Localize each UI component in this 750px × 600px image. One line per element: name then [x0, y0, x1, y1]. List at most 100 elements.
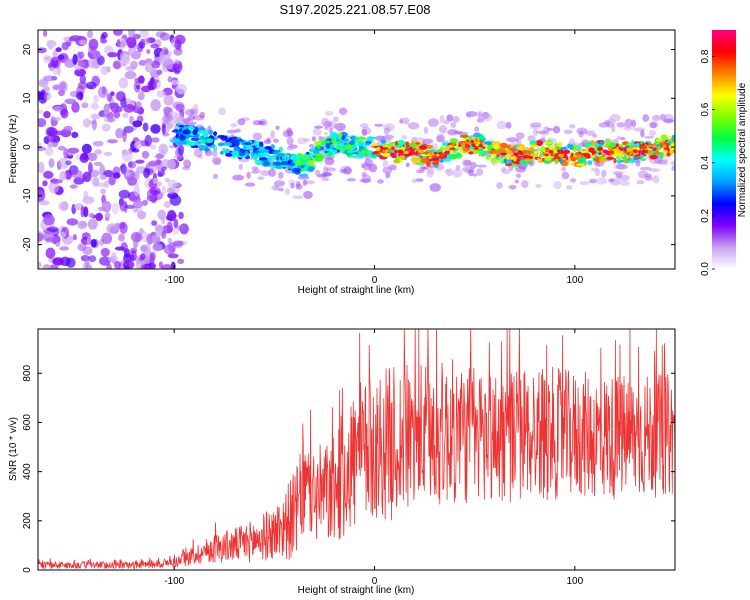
spectrogram-image — [38, 30, 675, 269]
spectrogram-cell — [401, 135, 408, 140]
snr-series-line — [38, 329, 675, 570]
spectrogram-cell — [80, 205, 85, 218]
spectrogram-cell — [100, 188, 107, 195]
spectrogram-cell — [544, 153, 549, 157]
spectrogram-cell — [177, 144, 185, 156]
spectrogram-cell — [150, 123, 161, 134]
spectrogram-cell — [479, 136, 485, 140]
spectrogram-cell — [443, 119, 450, 125]
spectrogram-cell — [628, 158, 637, 164]
spectrogram-cell — [341, 147, 345, 152]
spectrogram-cell — [272, 161, 282, 166]
spectrogram-cell — [656, 151, 660, 155]
spectrogram-cell — [439, 158, 444, 164]
spectrogram-cell — [473, 132, 482, 138]
spectrogram-cell — [365, 142, 370, 146]
spectrogram-cell — [225, 153, 233, 157]
snr-ytick-label: 400 — [22, 463, 33, 480]
spectrogram-cell — [38, 146, 46, 152]
spectrogram-cell — [543, 158, 552, 161]
spectrogram-cell — [381, 152, 391, 157]
spectrogram-cell — [608, 178, 615, 183]
spectrogram-cell — [485, 155, 491, 160]
spectrogram-cell — [528, 147, 534, 152]
spectrogram-cell — [297, 175, 310, 180]
spectrogram-cell — [426, 168, 434, 178]
spectrogram-cell — [63, 125, 73, 132]
spectrogram-cell — [384, 149, 389, 153]
spectrogram-cell — [322, 172, 333, 177]
spectrogram-cell — [439, 152, 445, 158]
spectrogram-cell — [434, 152, 439, 155]
spectrogram-cell — [75, 91, 84, 100]
snr-xtick-label: 100 — [566, 576, 583, 587]
spectrogram-cell — [336, 143, 344, 148]
spectrogram-cell — [344, 144, 353, 150]
spectrogram-cell — [173, 154, 184, 161]
spectrogram-cell — [346, 149, 355, 154]
spectrogram-cell — [61, 42, 70, 51]
spectrogram-cell — [497, 155, 501, 161]
spectrogram-cell — [142, 122, 149, 132]
spectrogram-cell — [44, 147, 54, 156]
spectrogram-cell — [533, 150, 539, 154]
spectrogram-cell — [91, 75, 101, 87]
spectrogram-ytick-label: -20 — [22, 237, 33, 252]
spectrogram-cell — [90, 113, 101, 120]
spectrogram-cell — [124, 70, 137, 80]
spectrogram-cell — [536, 157, 541, 161]
spectrogram-cell — [58, 201, 68, 211]
spectrogram-cell — [563, 129, 573, 135]
spectrogram-cell — [170, 79, 180, 86]
spectrogram-cell — [594, 142, 600, 148]
spectrogram-cell — [616, 158, 622, 164]
spectrogram-cell — [77, 81, 88, 90]
spectrogram-cell — [388, 148, 392, 153]
spectrogram-cell — [360, 163, 366, 169]
spectrogram-cell — [92, 50, 101, 60]
spectrogram-cell — [590, 155, 595, 158]
spectrogram-cell — [255, 160, 264, 166]
spectrogram-cell — [212, 173, 219, 179]
spectrogram-cell — [106, 93, 113, 102]
spectrogram-cell — [86, 236, 92, 246]
spectrogram-cell — [314, 169, 321, 176]
spectrogram-cell — [79, 153, 89, 164]
spectrogram-cell — [99, 175, 107, 181]
spectrogram-cell — [182, 166, 191, 171]
spectrogram-cell — [439, 114, 445, 124]
spectrogram-cell — [151, 137, 160, 143]
spectrogram-cell — [631, 119, 637, 128]
spectrogram-cell — [272, 150, 280, 155]
spectrogram-cell — [140, 264, 151, 269]
spectrogram-cell — [88, 255, 97, 263]
spectrogram-cell — [564, 149, 571, 154]
spectrogram-cell — [663, 118, 675, 124]
spectrogram-cell — [87, 162, 93, 174]
spectrogram-cell — [613, 158, 617, 164]
spectrogram-cell — [601, 169, 607, 178]
spectrogram-cell — [144, 58, 153, 64]
spectrogram-cell — [667, 135, 672, 140]
spectrogram-cell — [246, 171, 251, 179]
spectrogram-cell — [640, 129, 645, 138]
spectrogram-cell — [611, 124, 616, 133]
spectrogram-cell — [311, 136, 317, 142]
figure-title: S197.2025.221.08.57.E08 — [279, 2, 430, 17]
spectrogram-cell — [636, 180, 645, 185]
spectrogram-xlabel: Height of straight line (km) — [298, 285, 415, 296]
spectrogram-cell — [352, 135, 356, 142]
spectrogram-cell — [416, 148, 421, 152]
spectrogram-cell — [139, 227, 144, 235]
spectrogram-cell — [554, 158, 559, 165]
spectrogram-cell — [273, 138, 279, 143]
spectrogram-cell — [152, 243, 163, 252]
spectrogram-cell — [203, 148, 211, 152]
spectrogram-cell — [42, 264, 51, 269]
colorbar-label: Normalized spectral amplitude — [737, 82, 748, 217]
spectrogram-cell — [95, 212, 104, 222]
spectrogram-cell — [652, 150, 658, 154]
spectrogram-cell — [69, 35, 82, 41]
spectrogram-cell — [481, 113, 493, 122]
